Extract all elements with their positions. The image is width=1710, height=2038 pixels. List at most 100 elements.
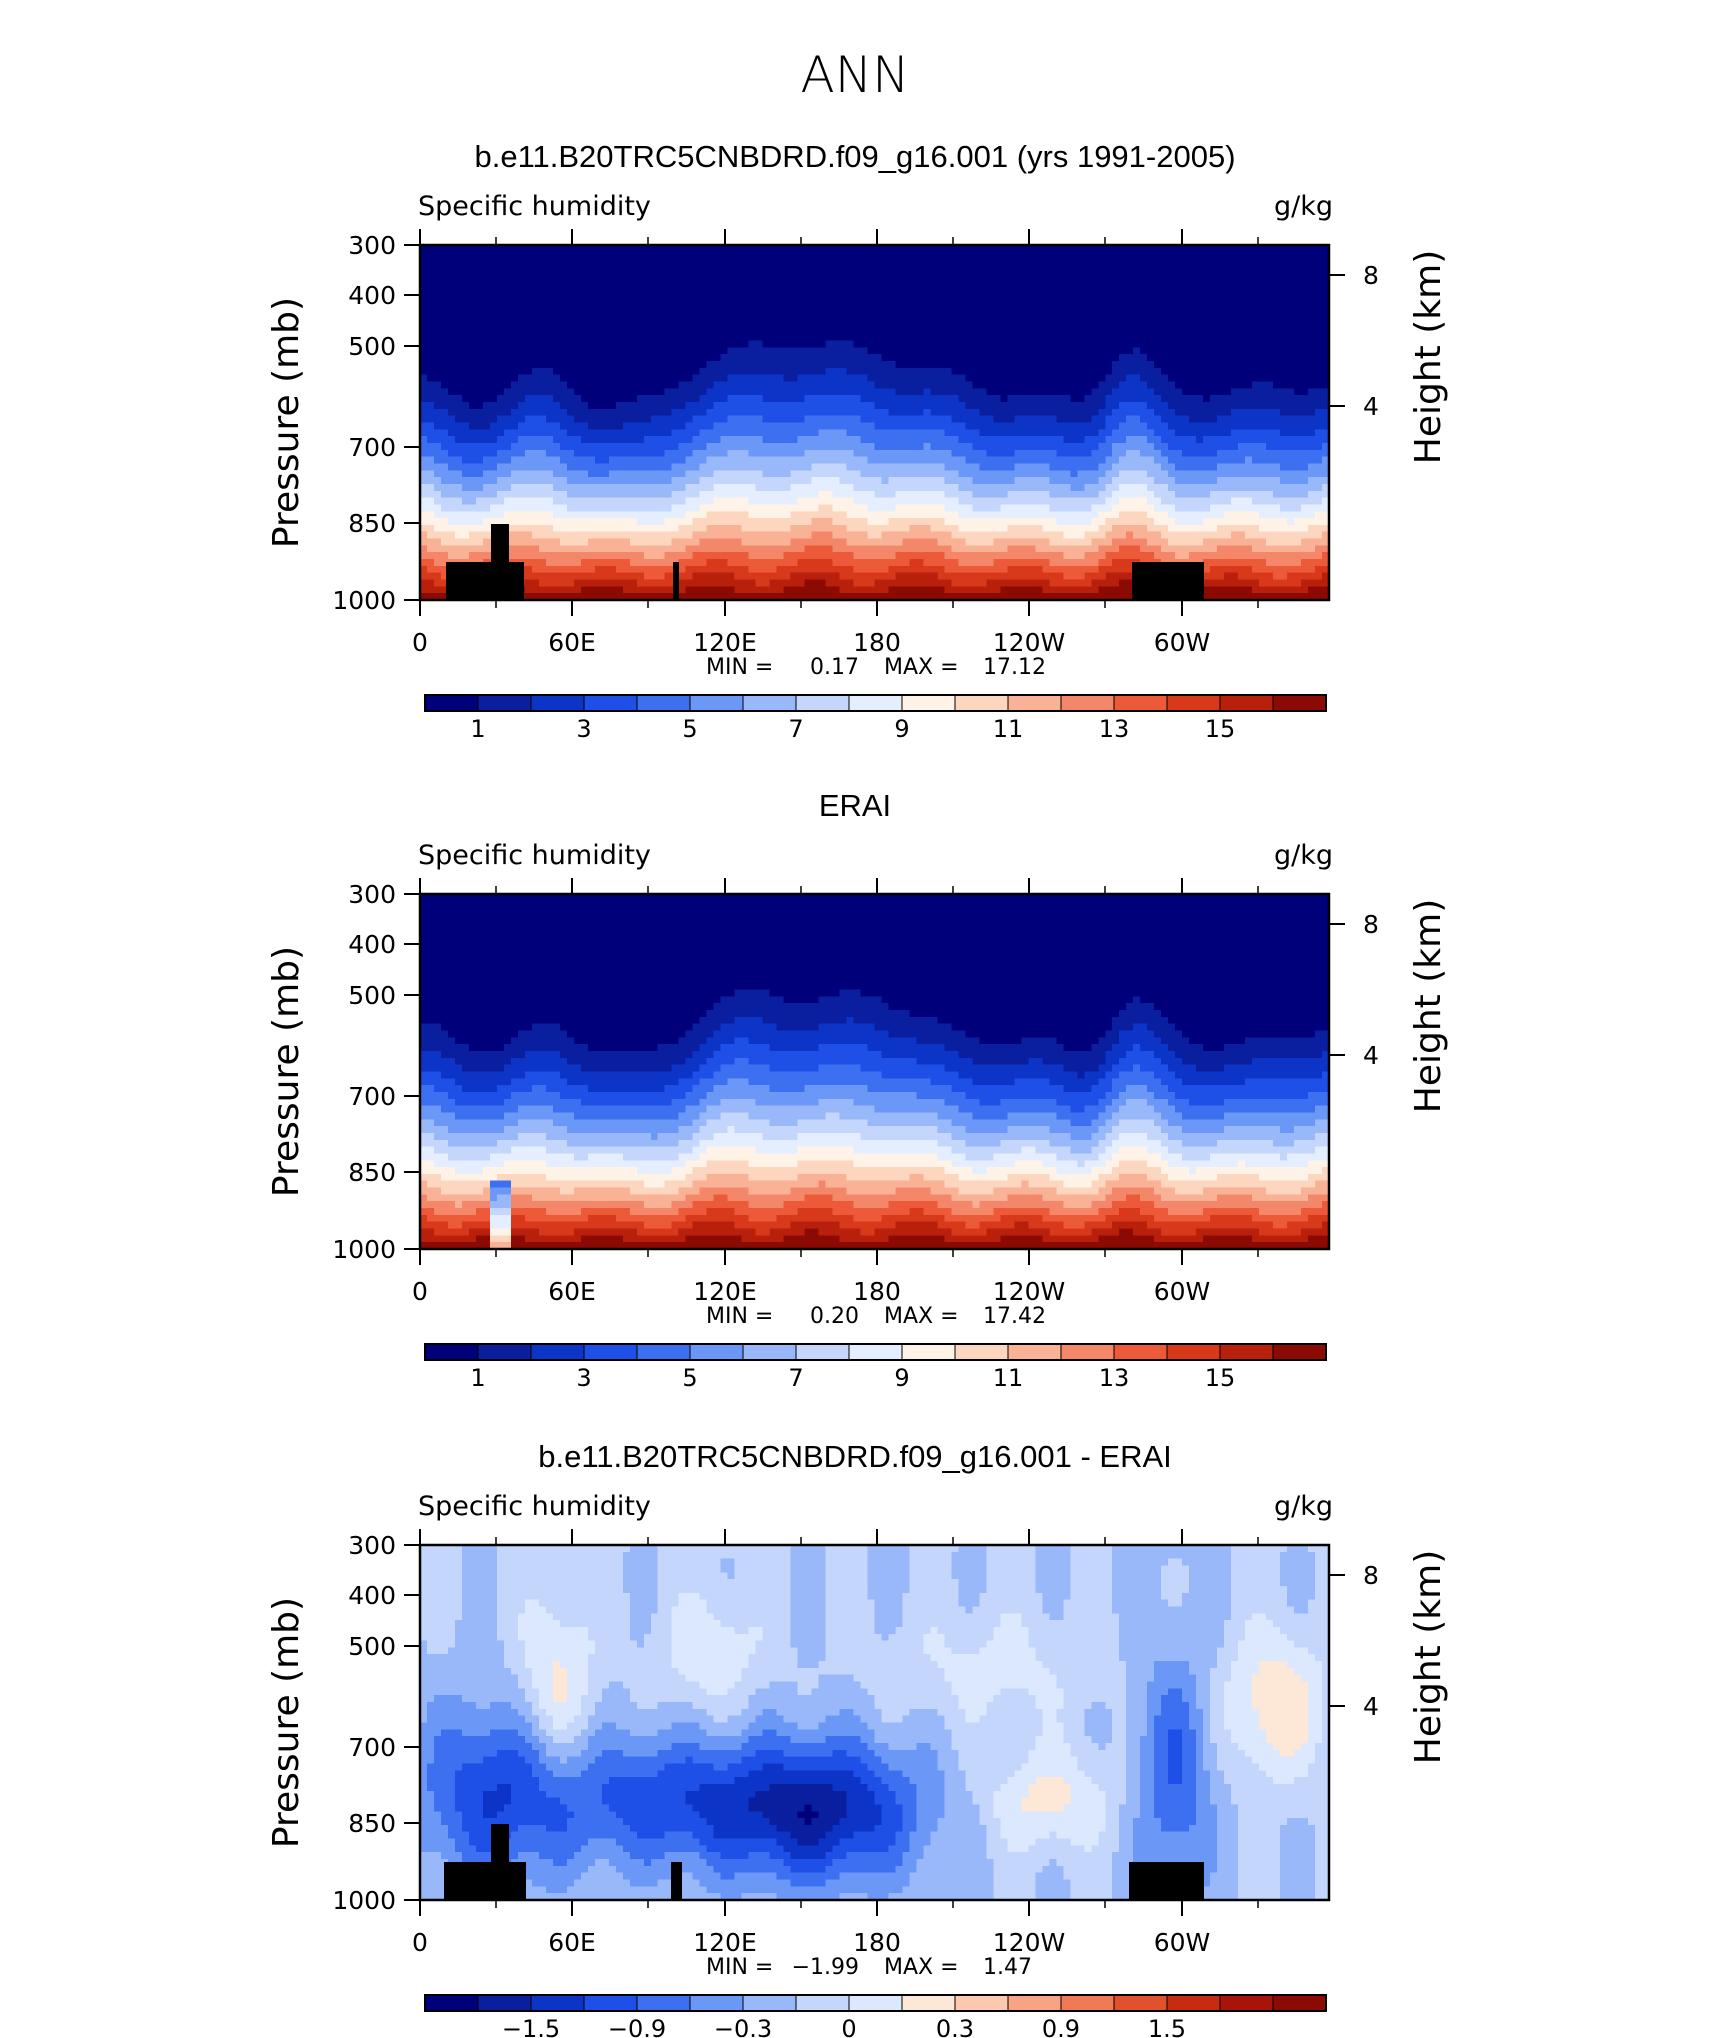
contour-cell <box>1007 375 1015 382</box>
contour-cell <box>749 375 757 382</box>
contour-cell <box>1238 265 1246 272</box>
contour-cell <box>958 375 966 382</box>
contour-cell <box>1105 272 1113 279</box>
contour-cell <box>847 341 855 348</box>
contour-cell <box>819 279 827 286</box>
contour-cell <box>1049 368 1057 375</box>
contour-cell <box>784 320 792 327</box>
contour-cell <box>777 354 785 361</box>
contour-cell <box>937 477 945 484</box>
contour-cell <box>658 293 666 300</box>
contour-cell <box>609 423 617 430</box>
contour-cell <box>518 272 526 279</box>
contour-cell <box>714 327 722 334</box>
contour-cell <box>1210 347 1218 354</box>
contour-cell <box>798 470 806 477</box>
contour-cell <box>965 361 973 368</box>
contour-cell <box>1126 259 1134 266</box>
contour-cell <box>812 429 820 436</box>
contour-cell <box>1035 470 1043 477</box>
contour-cell <box>728 463 736 470</box>
contour-cell <box>609 409 617 416</box>
contour-cell <box>1161 293 1169 300</box>
contour-cell <box>861 443 869 450</box>
contour-cell <box>1147 470 1155 477</box>
contour-cell <box>1161 327 1169 334</box>
contour-cell <box>616 498 624 505</box>
contour-cell <box>735 327 743 334</box>
contour-cell <box>951 300 959 307</box>
contour-cell <box>434 300 442 307</box>
contour-cell <box>972 484 980 491</box>
contour-cell <box>756 409 764 416</box>
contour-cell <box>742 498 750 505</box>
contour-cell <box>895 409 903 416</box>
contour-cell <box>1119 327 1127 334</box>
contour-cell <box>1035 409 1043 416</box>
contour-cell <box>826 388 834 395</box>
contour-cell <box>630 470 638 477</box>
contour-cell <box>574 395 582 402</box>
contour-cell <box>714 382 722 389</box>
contour-cell <box>895 279 903 286</box>
contour-cell <box>651 457 659 464</box>
contour-cell <box>532 477 540 484</box>
contour-cell <box>602 286 610 293</box>
contour-cell <box>1126 409 1134 416</box>
contour-cell <box>1280 436 1288 443</box>
contour-cell <box>1280 313 1288 320</box>
contour-cell <box>553 347 561 354</box>
contour-cell <box>1196 382 1204 389</box>
contour-cell <box>777 382 785 389</box>
contour-cell <box>1091 395 1099 402</box>
contour-cell <box>868 491 876 498</box>
contour-cell <box>868 286 876 293</box>
contour-cell <box>504 395 512 402</box>
contour-cell <box>532 361 540 368</box>
contour-cell <box>490 272 498 279</box>
contour-cell <box>616 484 624 491</box>
contour-cell <box>1028 423 1036 430</box>
contour-cell <box>791 354 799 361</box>
contour-cell <box>763 375 771 382</box>
contour-cell <box>686 347 694 354</box>
contour-cell <box>770 361 778 368</box>
contour-cell <box>700 450 708 457</box>
contour-cell <box>462 436 470 443</box>
contour-cell <box>986 382 994 389</box>
contour-cell <box>693 361 701 368</box>
contour-cell <box>1063 354 1071 361</box>
contour-cell <box>1175 341 1183 348</box>
contour-cell <box>588 484 596 491</box>
contour-cell <box>1224 375 1232 382</box>
contour-cell <box>1028 436 1036 443</box>
contour-cell <box>539 463 547 470</box>
contour-cell <box>1301 313 1309 320</box>
contour-cell <box>902 259 910 266</box>
contour-cell <box>770 463 778 470</box>
contour-cell <box>448 368 456 375</box>
contour-cell <box>923 395 931 402</box>
contour-cell <box>972 382 980 389</box>
contour-cell <box>1049 286 1057 293</box>
contour-cell <box>749 402 757 409</box>
contour-cell <box>623 300 631 307</box>
contour-cell <box>1147 354 1155 361</box>
contour-cell <box>427 450 435 457</box>
contour-cell <box>1273 272 1281 279</box>
contour-cell <box>1147 368 1155 375</box>
contour-cell <box>1182 416 1190 423</box>
contour-cell <box>784 498 792 505</box>
contour-cell <box>847 347 855 354</box>
contour-cell <box>777 361 785 368</box>
contour-cell <box>1252 354 1260 361</box>
contour-cell <box>1021 265 1029 272</box>
contour-cell <box>798 306 806 313</box>
contour-cell <box>1070 477 1078 484</box>
contour-cell <box>1294 334 1302 341</box>
contour-cell <box>735 279 743 286</box>
contour-cell <box>1301 300 1309 307</box>
contour-cell <box>623 361 631 368</box>
contour-cell <box>854 409 862 416</box>
contour-cell <box>1280 265 1288 272</box>
